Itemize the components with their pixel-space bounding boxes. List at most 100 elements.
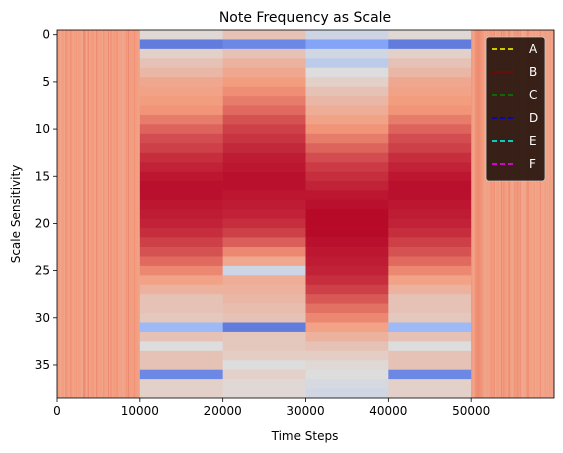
heatmap-cell xyxy=(140,68,223,78)
heatmap-cell xyxy=(388,124,471,134)
heatmap-cell xyxy=(388,68,471,78)
heatmap-cells xyxy=(57,30,554,398)
heatmap-cell xyxy=(140,190,223,200)
heatmap-cell xyxy=(388,228,471,238)
heatmap-cell xyxy=(140,30,223,40)
y-tick-label: 20 xyxy=(35,216,50,230)
heatmap-cell xyxy=(223,379,306,389)
heatmap-cell xyxy=(388,219,471,229)
heatmap-cell xyxy=(306,266,389,276)
heatmap-cell xyxy=(223,266,306,276)
heatmap-cell xyxy=(140,313,223,323)
heatmap-cell xyxy=(306,228,389,238)
y-tick-label: 0 xyxy=(42,28,50,42)
heatmap-cell xyxy=(306,30,389,40)
heatmap-cell xyxy=(306,379,389,389)
x-tick-label: 20000 xyxy=(204,404,242,418)
heatmap-cell xyxy=(388,58,471,68)
heatmap-cell xyxy=(306,96,389,106)
heatmap-cell xyxy=(388,370,471,380)
legend: ABCDEF xyxy=(486,37,545,181)
heatmap-cell xyxy=(223,238,306,248)
heatmap-cell xyxy=(223,370,306,380)
heatmap-cell xyxy=(223,172,306,182)
y-tick-label: 15 xyxy=(35,169,50,183)
heatmap-cell xyxy=(388,323,471,333)
heatmap-cell xyxy=(306,134,389,144)
heatmap-cell xyxy=(140,379,223,389)
heatmap-cell xyxy=(306,294,389,304)
heatmap-cell xyxy=(388,39,471,49)
heatmap-cell xyxy=(223,228,306,238)
heatmap-cell xyxy=(140,238,223,248)
heatmap-cell xyxy=(388,209,471,219)
heatmap-cell xyxy=(388,389,471,399)
heatmap-cell xyxy=(140,134,223,144)
heatmap-cell xyxy=(388,200,471,210)
heatmap-cell xyxy=(388,172,471,182)
heatmap-cell xyxy=(388,247,471,257)
heatmap-cell xyxy=(140,304,223,314)
heatmap-cell xyxy=(140,370,223,380)
heatmap-cell xyxy=(388,304,471,314)
heatmap-cell xyxy=(223,49,306,59)
heatmap-cell xyxy=(223,323,306,333)
heatmap-cell xyxy=(223,304,306,314)
heatmap-cell xyxy=(223,275,306,285)
y-tick-label: 30 xyxy=(35,311,50,325)
heatmap-cell xyxy=(223,96,306,106)
heatmap-cell xyxy=(223,115,306,125)
heatmap-cell xyxy=(306,247,389,257)
legend-box xyxy=(486,37,545,181)
heatmap-cell xyxy=(388,238,471,248)
heatmap-cell xyxy=(388,351,471,361)
heatmap-cell xyxy=(306,39,389,49)
heatmap-cell xyxy=(140,153,223,163)
heatmap-cell xyxy=(388,285,471,295)
heatmap-cell xyxy=(223,68,306,78)
heatmap-cell xyxy=(140,49,223,59)
heatmap-cell xyxy=(388,77,471,87)
heatmap-cell xyxy=(388,143,471,153)
heatmap-cell xyxy=(223,247,306,257)
y-tick-label: 10 xyxy=(35,122,50,136)
heatmap-cell xyxy=(223,134,306,144)
heatmap-cell xyxy=(140,247,223,257)
heatmap-cell xyxy=(306,190,389,200)
heatmap-cell xyxy=(140,39,223,49)
heatmap-cell xyxy=(388,256,471,266)
heatmap-cell xyxy=(223,285,306,295)
heatmap-cell xyxy=(223,313,306,323)
heatmap-cell xyxy=(140,58,223,68)
heatmap-cell xyxy=(306,370,389,380)
heatmap-cell xyxy=(306,153,389,163)
heatmap-cell xyxy=(306,275,389,285)
heatmap-cell xyxy=(140,285,223,295)
heatmap-cell xyxy=(223,389,306,399)
heatmap-cell xyxy=(140,389,223,399)
heatmap-cell xyxy=(306,238,389,248)
heatmap-cell xyxy=(140,77,223,87)
heatmap-cell xyxy=(140,323,223,333)
heatmap-cell xyxy=(140,181,223,191)
heatmap-cell xyxy=(140,200,223,210)
heatmap-cell xyxy=(140,124,223,134)
heatmap-cell xyxy=(223,341,306,351)
x-tick-label: 10000 xyxy=(121,404,159,418)
heatmap-cell xyxy=(223,219,306,229)
y-tick-label: 35 xyxy=(35,358,50,372)
heatmap-cell xyxy=(388,162,471,172)
heatmap-cell xyxy=(306,209,389,219)
heatmap-cell xyxy=(306,389,389,399)
heatmap-cell xyxy=(306,323,389,333)
heatmap-cell xyxy=(306,115,389,125)
heatmap-cell xyxy=(140,275,223,285)
heatmap-cell xyxy=(140,87,223,97)
legend-label: D xyxy=(529,111,538,125)
heatmap-cell xyxy=(306,49,389,59)
y-tick-label: 5 xyxy=(42,75,50,89)
legend-label: E xyxy=(529,134,537,148)
heatmap-cell xyxy=(306,332,389,342)
heatmap-cell xyxy=(140,105,223,115)
